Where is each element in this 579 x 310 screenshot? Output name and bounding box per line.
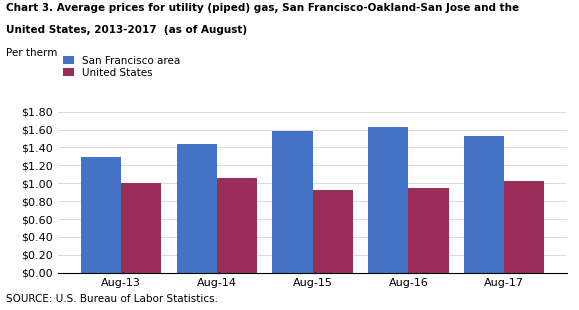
Text: Per therm: Per therm xyxy=(6,48,57,58)
Text: United States, 2013-2017  (as of August): United States, 2013-2017 (as of August) xyxy=(6,25,247,35)
Bar xyxy=(121,183,162,273)
Text: SOURCE: U.S. Bureau of Labor Statistics.: SOURCE: U.S. Bureau of Labor Statistics. xyxy=(6,294,218,304)
Bar xyxy=(81,157,121,273)
Bar xyxy=(368,127,408,273)
Bar xyxy=(408,188,449,273)
Bar xyxy=(464,136,504,273)
Bar xyxy=(504,180,544,273)
Bar xyxy=(313,189,353,273)
Bar xyxy=(217,178,257,273)
Bar xyxy=(177,144,217,273)
Bar xyxy=(273,131,313,273)
Text: Chart 3. Average prices for utility (piped) gas, San Francisco-Oakland-San Jose : Chart 3. Average prices for utility (pip… xyxy=(6,3,519,13)
Legend: San Francisco area, United States: San Francisco area, United States xyxy=(63,55,180,78)
